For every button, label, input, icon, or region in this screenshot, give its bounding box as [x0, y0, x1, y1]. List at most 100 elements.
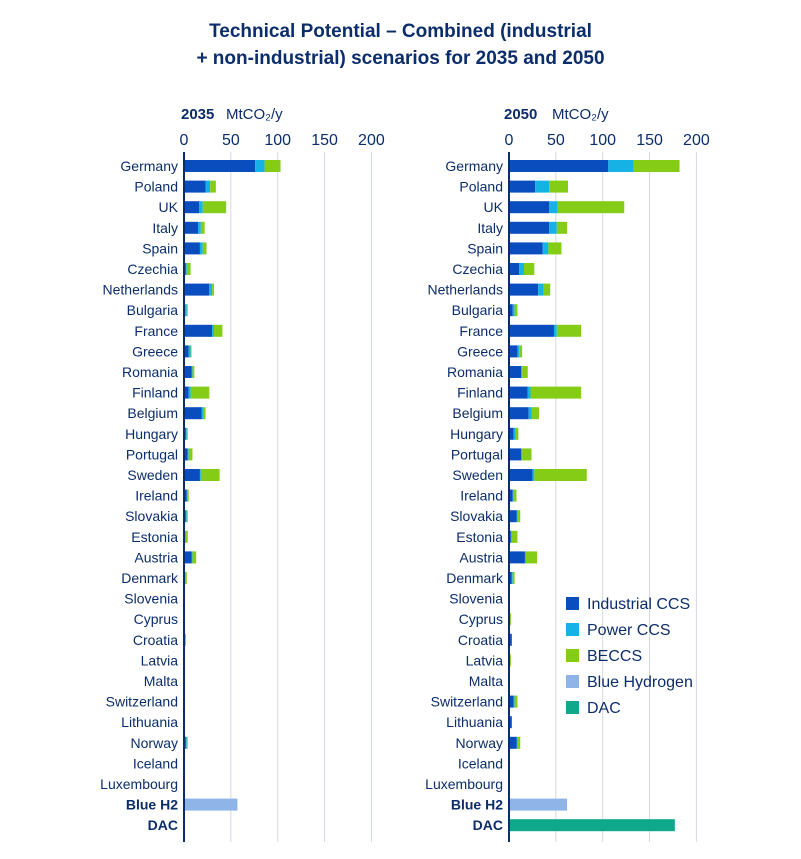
bar-segment — [608, 160, 634, 172]
panel-unit-label: MtCO₂/y — [552, 106, 609, 123]
x-tick-label: 200 — [358, 132, 385, 149]
bar-segment — [556, 221, 568, 234]
category-label: Bulgaria — [127, 302, 179, 318]
category-label: Switzerland — [431, 694, 503, 710]
bar-segment — [509, 551, 525, 564]
bar-segment — [187, 489, 189, 502]
bar-segment — [184, 242, 200, 255]
bar-segment — [548, 242, 562, 255]
bar-segment — [516, 510, 518, 523]
bar-segment — [511, 530, 518, 543]
bar-segment — [531, 407, 539, 420]
bar-segment — [509, 469, 533, 481]
bar-segment — [199, 242, 203, 255]
bar-segment — [509, 304, 513, 317]
panel-year-label: 2035 — [181, 106, 214, 123]
bar-segment — [535, 180, 550, 193]
bar-segment — [184, 798, 238, 811]
bar-segment — [532, 469, 535, 481]
category-label: Czechia — [452, 261, 503, 277]
bar-segment — [509, 633, 512, 646]
category-label: Belgium — [127, 405, 178, 421]
legend-label: DAC — [587, 700, 621, 717]
category-label: Lithuania — [446, 714, 503, 730]
category-label: Estonia — [456, 529, 503, 545]
bar-segment — [519, 345, 523, 358]
bar-segment — [184, 324, 213, 337]
category-label: Malta — [469, 673, 503, 689]
panel-year-label: 2050 — [504, 106, 537, 123]
bar-segment — [528, 407, 532, 420]
legend-label: Blue Hydrogen — [587, 674, 693, 691]
bar-segment — [184, 221, 199, 234]
category-label: Denmark — [446, 570, 504, 586]
bar-segment — [192, 551, 197, 564]
bar-segment — [185, 530, 188, 543]
panel-unit-label: MtCO₂/y — [226, 106, 283, 123]
bar-segment — [200, 221, 205, 234]
category-label: Iceland — [458, 755, 503, 771]
bar-segment — [509, 221, 550, 234]
category-label: Germany — [445, 158, 503, 174]
bar-segment — [513, 427, 516, 440]
x-tick-label: 100 — [589, 132, 616, 149]
bar-segment — [192, 366, 195, 378]
category-label: Croatia — [133, 632, 178, 648]
category-label: Luxembourg — [425, 776, 503, 792]
legend-label: Power CCS — [587, 622, 671, 639]
bar-segment — [509, 716, 512, 729]
category-label: Slovakia — [125, 508, 178, 524]
bar-segment — [519, 263, 524, 275]
bar-segment — [202, 201, 227, 214]
category-label: Romania — [447, 364, 503, 380]
bar-segment — [512, 304, 515, 317]
bar-segment — [201, 407, 204, 420]
bar-segment — [530, 386, 582, 399]
bar-segment — [186, 427, 188, 440]
legend-swatch — [566, 701, 579, 714]
bar-segment — [264, 160, 281, 172]
bar-segment — [512, 489, 514, 502]
category-label: Spain — [142, 240, 178, 256]
bar-segment — [534, 469, 587, 481]
bar-segment — [511, 572, 513, 584]
bar-segment — [185, 427, 187, 440]
bar-segment — [515, 427, 519, 440]
bar-segment — [509, 448, 522, 461]
legend: Industrial CCS Power CCS BECCS Blue Hydroge… — [566, 596, 693, 717]
panel-2050: 2050 MtCO₂/y 0 50 100 150 200 Germany Poland UK It… — [425, 106, 710, 842]
bar-segment — [184, 469, 200, 481]
category-label: Portugal — [126, 446, 178, 462]
bar-segment — [509, 489, 513, 502]
bar-segment — [542, 242, 549, 255]
category-label: Hungary — [125, 426, 178, 442]
bar-segment — [186, 736, 188, 749]
x-tick-label: 200 — [683, 132, 710, 149]
bar-segment — [522, 448, 532, 461]
bar-segment — [522, 366, 528, 378]
bar-segment — [184, 633, 186, 646]
bar-segment — [509, 613, 511, 626]
category-label: France — [459, 323, 503, 339]
bar-segment — [187, 448, 189, 461]
bar-segment — [188, 448, 193, 461]
bar-segment — [509, 695, 514, 708]
legend-swatch — [566, 623, 579, 636]
category-label: Finland — [132, 385, 178, 401]
category-label: Croatia — [458, 632, 503, 648]
bar-segment — [184, 572, 187, 584]
category-label: Spain — [467, 240, 503, 256]
category-label: Malta — [144, 673, 178, 689]
category-label: Blue H2 — [126, 797, 178, 813]
bar-segment — [184, 407, 202, 420]
category-label: Greece — [132, 343, 178, 359]
category-label: Cyprus — [134, 611, 178, 627]
bar-segment — [185, 510, 187, 523]
bar-segment — [509, 654, 511, 667]
chart-title-line-2: + non-industrial) scenarios for 2035 and… — [196, 48, 605, 69]
legend-swatch — [566, 597, 579, 610]
bar-segment — [184, 386, 189, 399]
category-label: Slovenia — [124, 591, 178, 607]
bar-segment — [200, 469, 220, 481]
legend-swatch — [566, 675, 579, 688]
